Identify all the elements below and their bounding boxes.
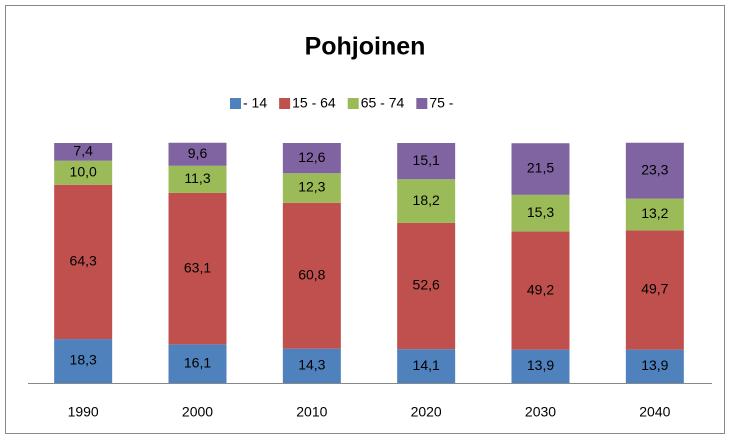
bar-segment <box>54 160 113 185</box>
value-label: 10,0 <box>70 163 97 179</box>
value-label: 60,8 <box>298 266 325 282</box>
legend-swatch <box>347 98 359 109</box>
value-label: 15,1 <box>413 152 440 168</box>
bar-segment <box>625 198 684 231</box>
bar-segment <box>511 231 570 350</box>
bar-segment <box>625 142 684 199</box>
bar-segment <box>54 184 113 340</box>
x-tick-label: 1990 <box>68 404 99 420</box>
x-tick-label: 2020 <box>411 404 442 420</box>
x-tick-label: 2010 <box>296 404 327 420</box>
value-label: 13,9 <box>527 357 554 373</box>
legend-label: 75 - <box>429 95 453 111</box>
bar-segment <box>511 143 570 195</box>
legend-label: 65 - 74 <box>361 95 405 111</box>
bar-segment <box>168 192 227 345</box>
x-tick-label: 2000 <box>182 404 213 420</box>
value-label: 12,3 <box>298 179 325 195</box>
value-label: 21,5 <box>527 160 554 176</box>
value-label: 49,7 <box>641 281 668 297</box>
bar-segment <box>54 143 113 161</box>
bar-segment <box>168 165 227 193</box>
legend-label: 15 - 64 <box>292 95 336 111</box>
value-label: 63,1 <box>184 259 211 275</box>
bar-segment <box>397 349 456 383</box>
legend-swatch <box>416 98 428 109</box>
value-label: 15,3 <box>527 204 554 220</box>
value-label: 13,9 <box>641 357 668 373</box>
bar-segment <box>168 344 227 383</box>
legend-swatch <box>230 98 241 109</box>
bar-segment <box>282 348 341 383</box>
value-label: 12,6 <box>298 149 325 165</box>
bar-segment <box>282 143 341 174</box>
x-tick-label: 2030 <box>525 404 556 420</box>
value-label: 9,6 <box>188 145 208 161</box>
value-label: 23,3 <box>641 161 668 177</box>
value-label: 14,1 <box>413 357 440 373</box>
bar-segment <box>168 142 227 166</box>
legend-label: - 14 <box>243 95 267 111</box>
bar-segment <box>397 179 456 223</box>
value-label: 18,2 <box>413 192 440 208</box>
value-label: 13,2 <box>641 205 668 221</box>
bar-segment <box>625 230 684 350</box>
bar-segment <box>282 202 341 349</box>
value-label: 11,3 <box>184 170 210 186</box>
bar-segment <box>54 339 113 383</box>
value-label: 7,4 <box>73 143 93 159</box>
bar-segment <box>282 173 341 203</box>
value-label: 18,3 <box>70 352 97 368</box>
value-label: 52,6 <box>413 277 440 293</box>
value-label: 14,3 <box>298 357 325 373</box>
legend-swatch <box>279 98 291 109</box>
x-tick-label: 2040 <box>639 404 670 420</box>
bar-segment <box>511 349 570 383</box>
chart-frame <box>5 5 725 434</box>
bar-segment <box>511 194 570 232</box>
bar-segment <box>625 349 684 383</box>
value-label: 49,2 <box>527 281 554 297</box>
bar-segment <box>397 222 456 350</box>
bar-segment <box>397 143 456 180</box>
chart-title: Pohjoinen <box>305 33 426 61</box>
value-label: 64,3 <box>70 253 97 269</box>
value-label: 16,1 <box>184 354 211 370</box>
